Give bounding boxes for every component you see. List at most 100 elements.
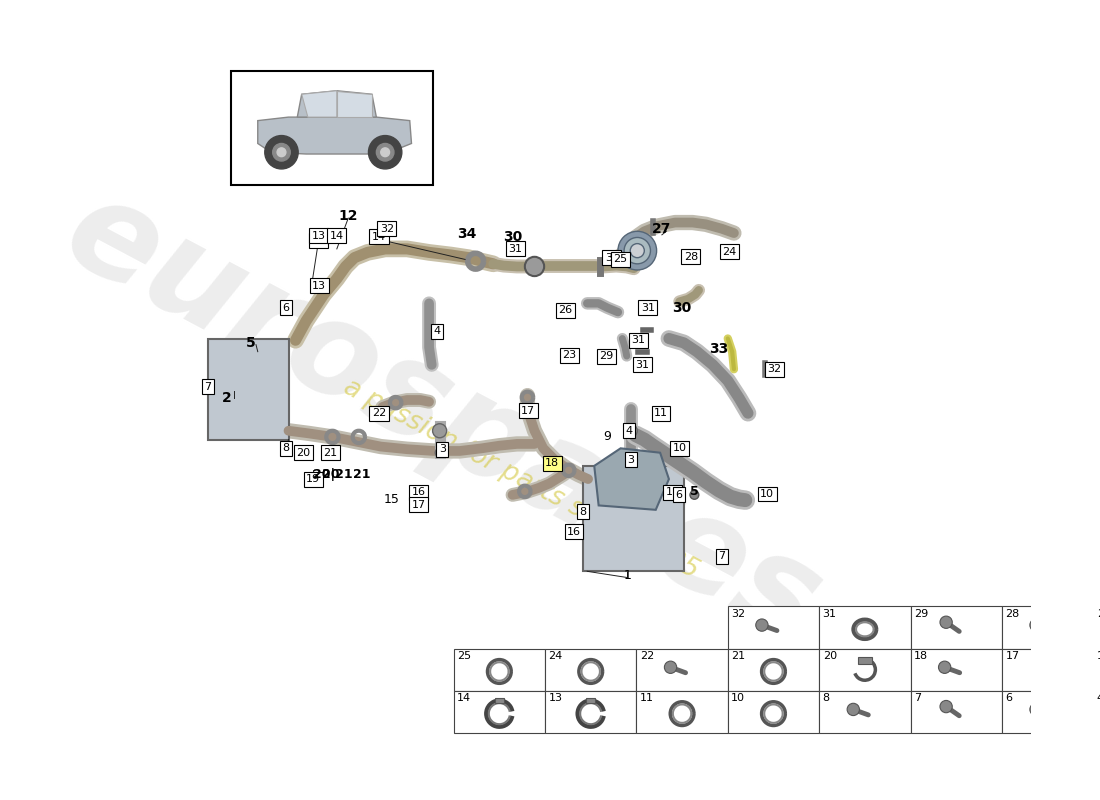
Bar bbox=[1093, 690, 1100, 733]
Text: 6: 6 bbox=[1005, 694, 1012, 703]
Text: 11: 11 bbox=[654, 408, 668, 418]
Bar bbox=[583, 466, 684, 571]
Text: 20|21: 20|21 bbox=[312, 468, 352, 481]
Text: 1: 1 bbox=[624, 570, 631, 582]
Circle shape bbox=[1030, 703, 1042, 715]
Bar bbox=[1093, 606, 1100, 649]
Text: 8: 8 bbox=[823, 694, 829, 703]
Text: 22: 22 bbox=[640, 651, 654, 662]
Text: 2: 2 bbox=[222, 391, 232, 406]
Circle shape bbox=[273, 143, 290, 161]
Text: 14: 14 bbox=[372, 231, 386, 242]
Text: 10: 10 bbox=[760, 489, 774, 499]
Text: 7: 7 bbox=[205, 382, 211, 392]
Circle shape bbox=[381, 148, 389, 157]
Text: 3: 3 bbox=[439, 444, 446, 454]
Circle shape bbox=[436, 448, 444, 457]
Text: 17: 17 bbox=[411, 499, 426, 510]
Text: 28: 28 bbox=[684, 252, 699, 262]
Bar bbox=[1002, 606, 1093, 649]
Text: 34: 34 bbox=[458, 227, 476, 241]
Text: 31: 31 bbox=[631, 335, 646, 346]
Text: 26: 26 bbox=[1097, 609, 1100, 619]
Bar bbox=[1093, 649, 1100, 690]
Circle shape bbox=[265, 135, 298, 169]
Text: 14: 14 bbox=[330, 230, 344, 241]
Text: 31: 31 bbox=[605, 253, 619, 262]
Text: 13: 13 bbox=[311, 235, 326, 245]
Text: 14: 14 bbox=[458, 694, 471, 703]
Text: 24: 24 bbox=[549, 651, 563, 662]
Bar bbox=[637, 690, 728, 733]
Text: a passion for parts since 1985: a passion for parts since 1985 bbox=[339, 374, 703, 584]
Bar bbox=[820, 690, 911, 733]
Text: 28: 28 bbox=[1005, 609, 1020, 619]
Text: 25: 25 bbox=[458, 651, 471, 662]
Bar bbox=[820, 649, 911, 690]
Text: 18: 18 bbox=[914, 651, 928, 662]
Bar bbox=[858, 658, 872, 665]
Bar bbox=[544, 690, 637, 733]
Text: 24: 24 bbox=[723, 246, 737, 257]
Text: 31: 31 bbox=[823, 609, 837, 619]
Text: 12: 12 bbox=[339, 209, 358, 222]
Circle shape bbox=[618, 231, 657, 270]
Bar bbox=[453, 649, 544, 690]
Text: 23: 23 bbox=[562, 350, 576, 360]
Text: 10: 10 bbox=[732, 694, 746, 703]
Bar bbox=[728, 606, 820, 649]
Text: 19: 19 bbox=[306, 474, 320, 484]
Text: 20: 20 bbox=[322, 468, 340, 481]
Circle shape bbox=[940, 616, 953, 628]
Text: 15: 15 bbox=[384, 493, 399, 506]
Text: 17: 17 bbox=[1005, 651, 1020, 662]
Text: 10: 10 bbox=[672, 443, 686, 454]
Circle shape bbox=[525, 257, 544, 276]
Bar bbox=[453, 690, 544, 733]
Text: 6: 6 bbox=[283, 302, 289, 313]
Polygon shape bbox=[257, 117, 411, 154]
Text: 13: 13 bbox=[549, 694, 562, 703]
Text: 20: 20 bbox=[823, 651, 837, 662]
Text: 13: 13 bbox=[311, 230, 326, 241]
Text: 21: 21 bbox=[323, 448, 338, 458]
Text: 27: 27 bbox=[652, 222, 672, 236]
Text: 11: 11 bbox=[640, 694, 653, 703]
Text: 5: 5 bbox=[690, 485, 698, 498]
Text: 21: 21 bbox=[732, 651, 746, 662]
Bar bbox=[911, 649, 1002, 690]
Text: 22: 22 bbox=[372, 408, 386, 418]
Text: 33: 33 bbox=[710, 342, 728, 356]
Bar bbox=[1002, 690, 1093, 733]
Circle shape bbox=[624, 238, 650, 264]
Text: 30: 30 bbox=[672, 301, 692, 314]
Circle shape bbox=[756, 619, 768, 631]
Polygon shape bbox=[337, 90, 372, 117]
Text: 29: 29 bbox=[914, 609, 928, 619]
Text: 7: 7 bbox=[718, 551, 725, 562]
Text: 13: 13 bbox=[312, 281, 327, 290]
Text: 8: 8 bbox=[283, 443, 289, 454]
Circle shape bbox=[847, 703, 859, 715]
Bar bbox=[637, 649, 728, 690]
Text: 20: 20 bbox=[296, 448, 310, 458]
Bar bbox=[820, 606, 911, 649]
Text: 26: 26 bbox=[558, 306, 572, 315]
Circle shape bbox=[376, 143, 394, 161]
Circle shape bbox=[630, 244, 645, 258]
Bar bbox=[728, 690, 820, 733]
Text: 4: 4 bbox=[433, 326, 440, 337]
Text: 4: 4 bbox=[1097, 694, 1100, 703]
Circle shape bbox=[664, 661, 676, 674]
Text: 11: 11 bbox=[666, 487, 680, 498]
Circle shape bbox=[368, 135, 402, 169]
Circle shape bbox=[940, 701, 953, 713]
Text: 18: 18 bbox=[544, 458, 559, 468]
Bar bbox=[586, 698, 595, 703]
Text: 16: 16 bbox=[411, 487, 426, 498]
Circle shape bbox=[1030, 619, 1042, 631]
Bar bbox=[495, 698, 504, 703]
Text: 32: 32 bbox=[732, 609, 746, 619]
Bar bbox=[911, 606, 1002, 649]
Text: 29: 29 bbox=[600, 351, 614, 361]
